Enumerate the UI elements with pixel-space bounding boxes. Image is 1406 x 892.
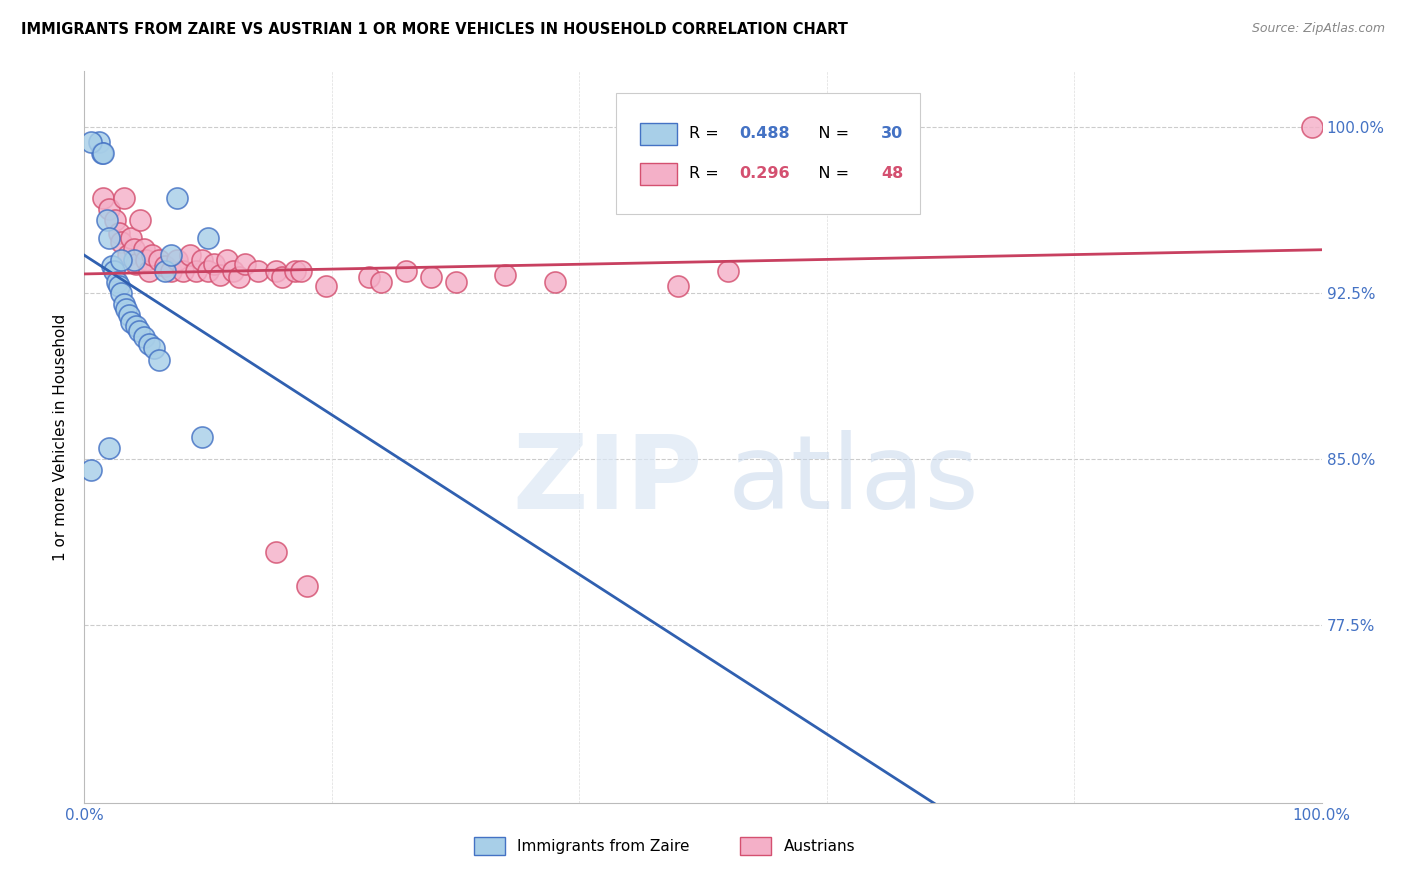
Point [148,352,170,367]
Text: Source: ZipAtlas.com: Source: ZipAtlas.com [1251,22,1385,36]
Point [96,212,118,227]
Point [172,264,194,278]
Point [494,268,516,283]
Point [103,264,125,278]
Point [444,275,467,289]
Point [419,270,441,285]
Point [197,230,219,244]
Point [370,275,392,289]
Point [148,252,170,267]
Point [222,264,245,278]
Point [125,257,148,271]
Point [153,260,176,274]
Point [215,252,238,267]
FancyBboxPatch shape [616,94,920,214]
Text: ZIP: ZIP [513,431,703,532]
Point [132,242,155,256]
Text: 0.488: 0.488 [740,126,790,141]
Text: N =: N = [803,166,855,181]
Text: N =: N = [803,126,855,141]
Point [191,430,214,444]
Point [108,279,131,293]
Point [108,226,131,240]
Point [197,264,219,278]
Point [160,264,183,278]
Text: Austrians: Austrians [783,838,855,854]
Point [142,342,165,356]
Point [1301,120,1323,134]
Text: Immigrants from Zaire: Immigrants from Zaire [517,838,690,854]
FancyBboxPatch shape [640,122,678,145]
Point [110,252,132,267]
Point [118,308,141,322]
Text: IMMIGRANTS FROM ZAIRE VS AUSTRIAN 1 OR MORE VEHICLES IN HOUSEHOLD CORRELATION CH: IMMIGRANTS FROM ZAIRE VS AUSTRIAN 1 OR M… [21,22,848,37]
Point [271,270,294,285]
Point [135,252,157,267]
Point [79,136,101,150]
Text: 48: 48 [882,166,904,181]
Point [357,270,380,285]
Point [104,212,127,227]
Point [117,248,139,262]
Text: R =: R = [689,126,724,141]
Text: 0.296: 0.296 [740,166,790,181]
Point [233,257,256,271]
Point [120,230,142,244]
Point [98,441,121,455]
Point [91,146,114,161]
Point [666,279,689,293]
Point [91,191,114,205]
Point [122,252,145,267]
Point [105,275,128,289]
Text: atlas: atlas [728,431,980,532]
Point [166,191,188,205]
Point [153,264,176,278]
Point [264,545,287,559]
Point [246,264,269,278]
Point [264,264,287,278]
Point [717,264,740,278]
Point [138,264,160,278]
Point [128,324,150,338]
Point [228,270,250,285]
Point [98,230,121,244]
Point [284,264,307,278]
Point [166,252,188,267]
Point [295,578,318,592]
FancyBboxPatch shape [740,838,770,855]
Point [138,337,160,351]
Point [100,260,122,274]
Point [125,319,148,334]
Point [141,248,163,262]
Point [315,279,337,293]
FancyBboxPatch shape [640,162,678,185]
Point [129,212,152,227]
Point [79,463,101,477]
Point [184,264,207,278]
Point [112,191,135,205]
Point [98,202,121,216]
Point [132,330,155,344]
Point [115,301,138,316]
Point [209,268,232,283]
Point [110,285,132,300]
Point [120,315,142,329]
FancyBboxPatch shape [474,838,505,855]
Y-axis label: 1 or more Vehicles in Household: 1 or more Vehicles in Household [53,313,69,561]
Point [90,146,112,161]
Text: R =: R = [689,166,724,181]
Point [112,297,135,311]
Point [395,264,418,278]
Point [179,248,201,262]
Point [290,264,312,278]
Point [160,248,183,262]
Point [89,136,111,150]
Point [122,242,145,256]
Point [543,275,565,289]
Text: 30: 30 [882,126,904,141]
Point [202,257,225,271]
Point [110,235,132,249]
Point [191,252,214,267]
